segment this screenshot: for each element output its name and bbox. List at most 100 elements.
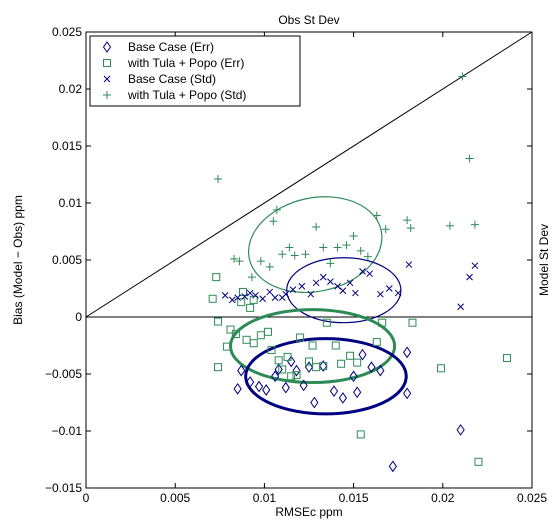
x-marker bbox=[221, 291, 229, 299]
square-marker bbox=[249, 339, 258, 348]
diamond-marker bbox=[310, 396, 319, 409]
plus-marker bbox=[372, 211, 381, 220]
diamond-marker bbox=[270, 370, 280, 383]
series-group bbox=[208, 273, 512, 466]
x-marker bbox=[298, 282, 306, 290]
axis-ticks: 0 0.005 0.01 0.015 0.02 0.025 −0.015 −0.01 −0.00… bbox=[45, 25, 547, 505]
legend-plus-marker bbox=[103, 91, 111, 99]
x-tick-label: 0.02 bbox=[431, 491, 455, 505]
diamond-marker bbox=[254, 380, 264, 393]
square-marker bbox=[287, 372, 296, 381]
square-marker bbox=[222, 342, 231, 351]
square-marker bbox=[346, 351, 355, 360]
series-group bbox=[221, 261, 479, 311]
square-marker bbox=[212, 273, 221, 282]
square-marker bbox=[337, 359, 346, 368]
diamond-marker bbox=[329, 385, 339, 397]
square-marker bbox=[331, 341, 340, 350]
square-marker bbox=[249, 295, 258, 304]
legend-box bbox=[89, 35, 301, 107]
legend: Base Case (Err) with Tula + Popo (Err) Bas… bbox=[89, 35, 301, 107]
diamond-marker bbox=[376, 364, 385, 377]
square-marker bbox=[231, 330, 240, 339]
plus-marker bbox=[445, 221, 454, 230]
square-marker bbox=[278, 365, 287, 374]
legend-label: Base Case (Err) bbox=[128, 40, 214, 54]
square-marker bbox=[356, 430, 365, 439]
x-marker bbox=[246, 289, 254, 297]
diamond-marker bbox=[349, 370, 358, 383]
legend-diamond-marker bbox=[102, 41, 112, 53]
y-tick-label: 0.025 bbox=[52, 25, 82, 39]
square-marker bbox=[283, 352, 292, 361]
diamond-marker bbox=[338, 392, 348, 404]
series-group bbox=[233, 346, 465, 473]
diamond-marker bbox=[367, 361, 376, 374]
square-marker bbox=[353, 358, 362, 367]
square-marker bbox=[308, 341, 317, 350]
x-marker bbox=[346, 279, 354, 287]
x-marker bbox=[377, 290, 384, 298]
x-marker bbox=[359, 268, 366, 275]
plus-marker bbox=[278, 250, 287, 259]
plus-marker bbox=[333, 243, 342, 252]
diamond-marker bbox=[292, 364, 301, 377]
x-marker bbox=[282, 290, 290, 298]
x-marker bbox=[228, 296, 236, 304]
plus-marker bbox=[269, 217, 278, 226]
plus-marker bbox=[470, 220, 479, 229]
diamond-marker bbox=[299, 379, 308, 392]
plus-marker bbox=[356, 246, 365, 255]
y-tick-label: 0.01 bbox=[59, 196, 83, 210]
square-marker bbox=[267, 346, 276, 355]
square-marker bbox=[256, 331, 265, 340]
y-tick-label: −0.01 bbox=[52, 424, 83, 438]
plus-marker bbox=[342, 241, 351, 250]
y-axis-label: Bias (Model − Obs) ppm bbox=[11, 195, 25, 325]
x-marker bbox=[319, 273, 327, 281]
x-tick-label: 0.01 bbox=[253, 491, 277, 505]
x-marker bbox=[241, 293, 249, 300]
series-group bbox=[214, 72, 479, 282]
x-marker bbox=[312, 279, 320, 287]
square-marker bbox=[437, 364, 446, 373]
x-marker bbox=[405, 261, 413, 268]
plus-marker bbox=[256, 257, 265, 266]
square-marker bbox=[292, 371, 301, 380]
plus-marker bbox=[290, 251, 299, 260]
plus-marker bbox=[406, 224, 415, 233]
diamond-marker bbox=[262, 384, 271, 396]
spread-ellipse bbox=[247, 196, 383, 294]
diamond-marker bbox=[274, 363, 283, 376]
y-tick-label: 0 bbox=[75, 310, 82, 324]
square-marker bbox=[246, 303, 255, 312]
x-marker bbox=[271, 294, 279, 301]
diamond-marker bbox=[304, 361, 314, 374]
diamond-marker bbox=[237, 364, 246, 377]
x-tick-label: 0.025 bbox=[517, 491, 547, 505]
square-marker bbox=[226, 325, 235, 334]
spread-ellipse bbox=[244, 337, 408, 416]
reference-lines bbox=[85, 31, 533, 318]
square-marker bbox=[238, 287, 247, 296]
diamond-marker bbox=[353, 386, 362, 399]
x-marker bbox=[334, 282, 341, 290]
x-marker bbox=[252, 291, 259, 299]
plus-marker bbox=[312, 222, 321, 231]
x-marker bbox=[457, 303, 464, 311]
legend-label: Base Case (Std) bbox=[128, 72, 216, 86]
square-marker bbox=[372, 338, 381, 347]
plus-marker bbox=[349, 232, 358, 241]
diamond-marker bbox=[233, 382, 242, 395]
plus-marker bbox=[458, 72, 467, 81]
square-marker bbox=[274, 356, 283, 365]
right-axis-label: Model St Dev bbox=[537, 224, 551, 296]
legend-label: with Tula + Popo (Std) bbox=[127, 88, 246, 102]
plus-marker bbox=[285, 243, 294, 252]
square-marker bbox=[474, 457, 483, 466]
x-marker bbox=[385, 285, 393, 292]
x-tick-label: 0.015 bbox=[339, 491, 369, 505]
square-marker bbox=[214, 317, 223, 326]
plus-marker bbox=[403, 216, 412, 225]
diamond-marker bbox=[287, 355, 296, 368]
